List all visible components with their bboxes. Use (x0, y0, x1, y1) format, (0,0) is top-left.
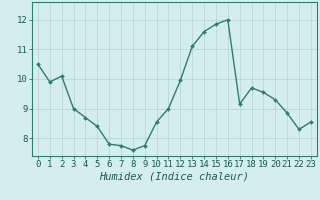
X-axis label: Humidex (Indice chaleur): Humidex (Indice chaleur) (100, 172, 249, 182)
